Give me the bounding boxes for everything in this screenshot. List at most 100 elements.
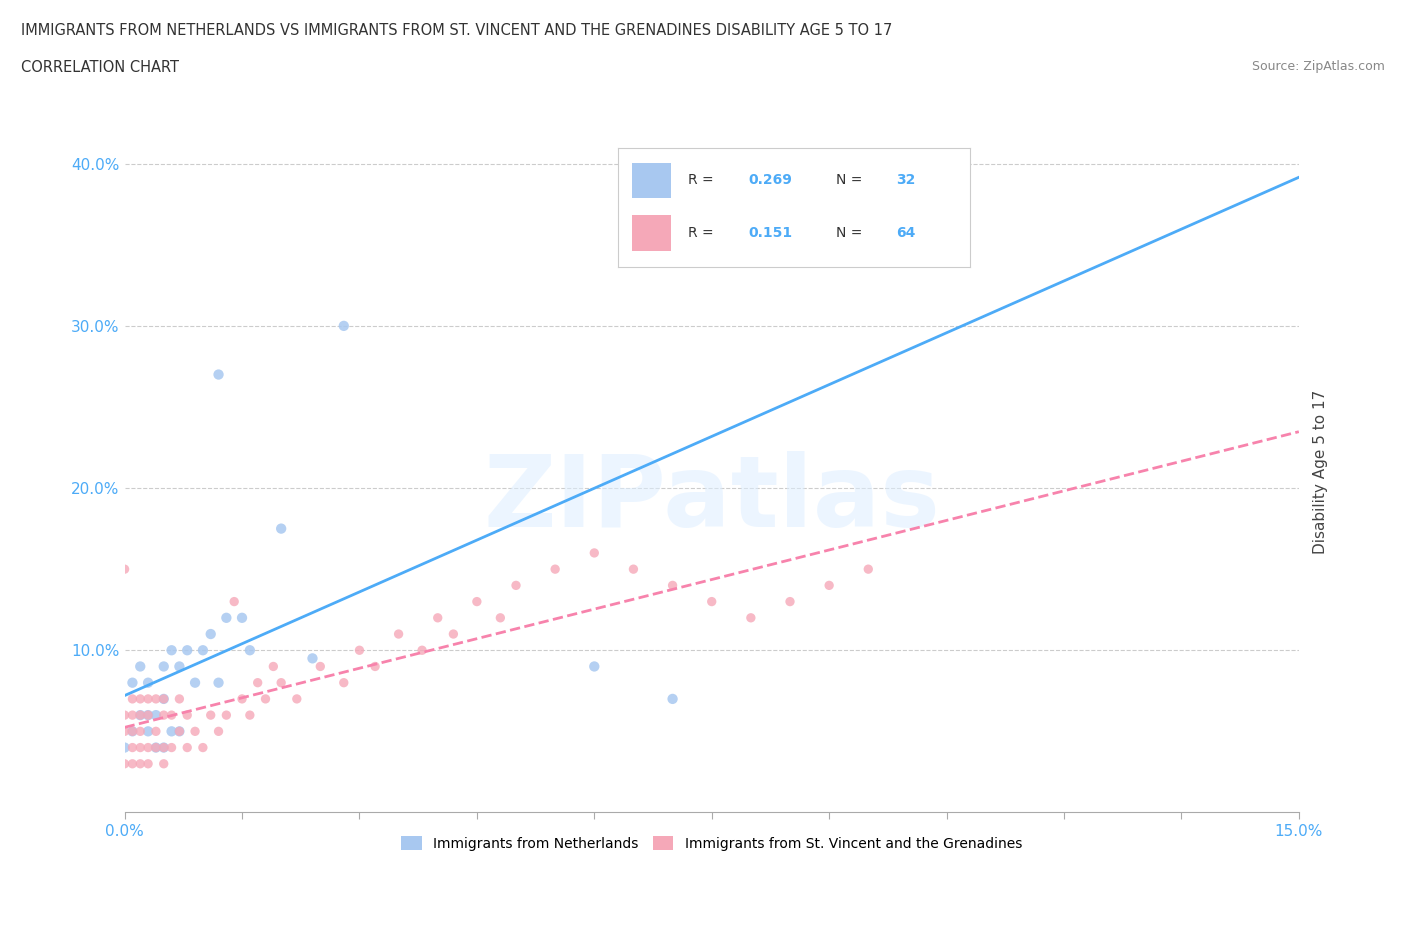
Point [114, 562, 136, 577]
Point [301, 651, 323, 666]
Point [152, 659, 174, 674]
Point [215, 610, 238, 625]
Point [661, 692, 683, 707]
Point [349, 643, 371, 658]
Point [207, 367, 229, 382]
Point [114, 756, 136, 771]
Point [145, 708, 167, 723]
Point [200, 627, 222, 642]
Point [121, 692, 143, 707]
Point [740, 610, 762, 625]
Point [121, 724, 143, 738]
Point [129, 708, 152, 723]
Point [121, 675, 143, 690]
Point [129, 724, 152, 738]
Point [152, 692, 174, 707]
Point [270, 675, 292, 690]
Text: IMMIGRANTS FROM NETHERLANDS VS IMMIGRANTS FROM ST. VINCENT AND THE GRENADINES DI: IMMIGRANTS FROM NETHERLANDS VS IMMIGRANT… [21, 23, 893, 38]
Point [215, 708, 238, 723]
Point [114, 740, 136, 755]
Point [160, 643, 183, 658]
Point [254, 692, 277, 707]
Point [387, 627, 409, 642]
Point [152, 756, 174, 771]
Point [200, 708, 222, 723]
Point [184, 675, 207, 690]
Point [121, 740, 143, 755]
Point [333, 675, 356, 690]
Point [136, 756, 159, 771]
Point [262, 659, 284, 674]
Point [176, 643, 198, 658]
Point [136, 740, 159, 755]
Point [160, 740, 183, 755]
Point [121, 756, 143, 771]
Point [121, 724, 143, 738]
Point [169, 692, 191, 707]
Point [129, 659, 152, 674]
Point [544, 562, 567, 577]
Point [129, 740, 152, 755]
Point [114, 724, 136, 738]
Point [465, 594, 488, 609]
Point [129, 756, 152, 771]
Point [231, 610, 253, 625]
Point [176, 708, 198, 723]
Point [661, 578, 683, 592]
Point [169, 724, 191, 738]
Point [152, 692, 174, 707]
Point [426, 610, 449, 625]
Point [505, 578, 527, 592]
Point [152, 740, 174, 755]
Point [136, 692, 159, 707]
Point [858, 562, 880, 577]
Point [239, 708, 262, 723]
Point [114, 708, 136, 723]
Point [152, 708, 174, 723]
Point [207, 675, 229, 690]
Point [364, 659, 387, 674]
Point [441, 627, 464, 642]
Point [145, 740, 167, 755]
Point [818, 578, 841, 592]
Text: ZIPatlas: ZIPatlas [484, 451, 941, 548]
Point [169, 659, 191, 674]
Point [160, 708, 183, 723]
Point [121, 708, 143, 723]
Point [129, 692, 152, 707]
Point [779, 594, 801, 609]
Point [145, 724, 167, 738]
Point [623, 562, 645, 577]
Point [136, 708, 159, 723]
Point [136, 708, 159, 723]
Point [191, 740, 214, 755]
Point [224, 594, 246, 609]
Point [231, 692, 253, 707]
Point [145, 740, 167, 755]
Point [583, 546, 606, 561]
Point [207, 724, 229, 738]
Point [333, 318, 356, 333]
Point [152, 740, 174, 755]
Point [700, 594, 723, 609]
Point [176, 740, 198, 755]
Point [160, 724, 183, 738]
Point [309, 659, 332, 674]
Point [239, 643, 262, 658]
Point [184, 724, 207, 738]
Text: Source: ZipAtlas.com: Source: ZipAtlas.com [1251, 60, 1385, 73]
Y-axis label: Disability Age 5 to 17: Disability Age 5 to 17 [1313, 390, 1327, 554]
Point [145, 692, 167, 707]
Point [136, 724, 159, 738]
Legend: Immigrants from Netherlands, Immigrants from St. Vincent and the Grenadines: Immigrants from Netherlands, Immigrants … [396, 830, 1028, 857]
Point [129, 708, 152, 723]
Point [285, 692, 308, 707]
Point [136, 675, 159, 690]
Point [246, 675, 269, 690]
Text: CORRELATION CHART: CORRELATION CHART [21, 60, 179, 75]
Point [169, 724, 191, 738]
Point [191, 643, 214, 658]
Point [818, 189, 841, 204]
Point [411, 643, 433, 658]
Point [270, 521, 292, 536]
